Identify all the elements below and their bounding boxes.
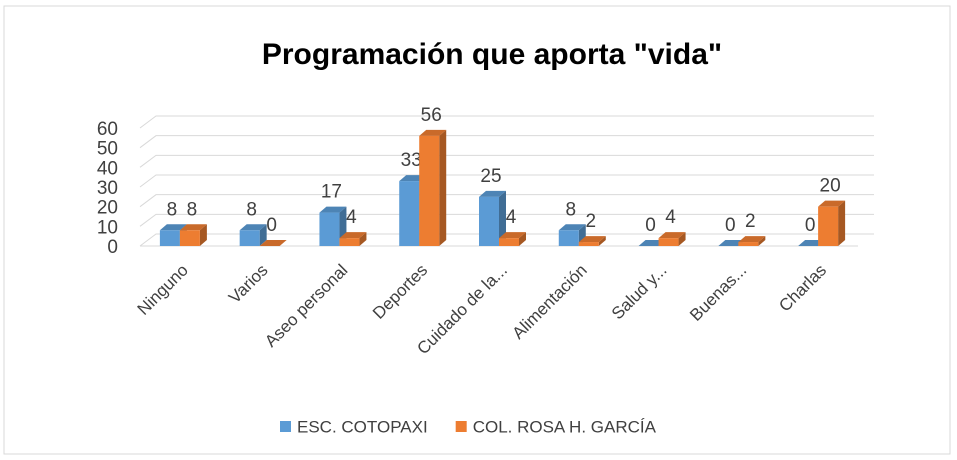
grid-line — [139, 213, 874, 227]
bar — [319, 212, 340, 246]
data-label: 8 — [565, 199, 576, 220]
y-tick-label: 50 — [97, 139, 118, 160]
bar-side — [678, 232, 686, 246]
data-label: 0 — [725, 215, 736, 236]
grid-line — [139, 135, 874, 149]
bar — [239, 230, 260, 246]
data-label: 33 — [401, 150, 422, 171]
y-tick-label: 30 — [97, 178, 118, 199]
y-tick-label: 10 — [97, 217, 118, 238]
y-tick-label: 40 — [97, 158, 118, 179]
bar — [818, 206, 839, 246]
chart-title: Programación que aporta "vida" — [262, 38, 722, 71]
bar — [558, 230, 579, 246]
bar — [399, 181, 420, 246]
bar-side — [758, 236, 766, 246]
legend-label: ESC. COTOPAXI — [297, 417, 428, 436]
legend-swatch — [280, 421, 291, 432]
data-label: 17 — [321, 182, 342, 203]
data-label: 0 — [645, 215, 656, 236]
data-label: 20 — [820, 176, 841, 197]
bar-top — [179, 224, 207, 231]
bar-side — [199, 224, 207, 246]
y-tick-label: 60 — [97, 119, 118, 140]
data-label: 8 — [187, 199, 198, 220]
bar — [159, 230, 180, 246]
bar — [339, 238, 360, 246]
grid-line — [139, 115, 874, 129]
bar — [658, 238, 679, 246]
bar-top — [339, 232, 367, 239]
data-label: 56 — [421, 105, 442, 126]
data-label: 8 — [167, 199, 178, 220]
data-label: 8 — [246, 199, 257, 220]
bar — [578, 242, 599, 246]
bar-top — [558, 224, 586, 231]
data-label: 25 — [480, 166, 501, 187]
y-tick-label: 20 — [97, 198, 118, 219]
bar — [738, 242, 759, 246]
bar-top — [239, 224, 267, 231]
bar-side — [499, 190, 506, 246]
grid-line — [139, 174, 874, 188]
grid-line — [139, 194, 874, 208]
bar-top — [479, 190, 506, 197]
y-tick-label: 0 — [107, 237, 118, 258]
bar-top — [319, 206, 347, 213]
bar — [499, 238, 519, 246]
grid-line — [139, 233, 874, 247]
bar — [419, 135, 440, 246]
bar-top — [499, 232, 526, 239]
bar-side — [359, 232, 367, 246]
data-label: 4 — [665, 207, 676, 228]
data-label: 0 — [805, 215, 816, 236]
bar-top — [738, 236, 766, 243]
bar-top — [658, 232, 686, 239]
bar-side — [439, 129, 447, 246]
data-label: 0 — [266, 215, 277, 236]
grid-line — [139, 154, 874, 168]
bar-top — [818, 200, 846, 207]
data-label: 4 — [346, 207, 357, 228]
bar-side — [598, 236, 606, 246]
data-label: 2 — [745, 211, 756, 232]
bar — [479, 196, 499, 246]
bar-side — [259, 224, 267, 246]
bar-top — [578, 236, 606, 243]
legend-swatch — [455, 421, 467, 432]
bar-top — [159, 224, 187, 231]
bar-top — [419, 129, 447, 136]
bar-side — [838, 200, 846, 246]
legend-label: COL. ROSA H. GARCÍA — [473, 417, 657, 436]
bar-side — [519, 232, 526, 246]
bar-top — [259, 240, 287, 246]
data-label: 2 — [585, 211, 596, 232]
bar — [179, 230, 200, 246]
data-label: 4 — [506, 207, 517, 228]
